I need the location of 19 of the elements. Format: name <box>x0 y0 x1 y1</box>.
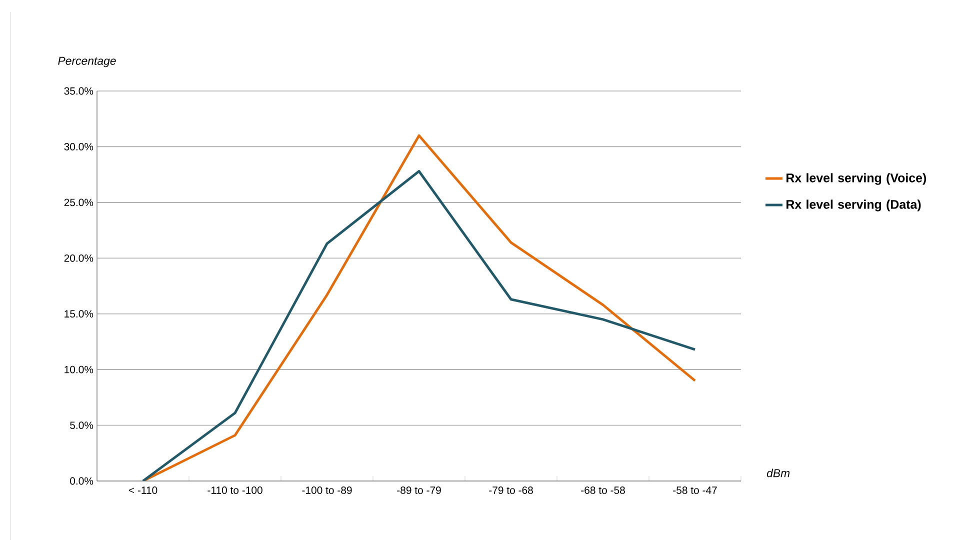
x-tick-label: < -110 <box>128 486 158 494</box>
x-tick-label: -89 to -79 <box>397 486 441 494</box>
x-axis-title: dBm <box>766 468 790 478</box>
x-tick-label: -79 to -68 <box>489 486 533 494</box>
y-tick-label: 30.0% <box>64 143 94 150</box>
y-tick-label: 20.0% <box>64 254 94 262</box>
y-axis-title: Percentage <box>58 56 116 68</box>
y-tick-label: 5.0% <box>70 422 94 429</box>
y-tick-label: 0.0% <box>70 477 94 485</box>
y-tick-label: 35.0% <box>64 87 94 95</box>
x-tick-label: -110 to -100 <box>208 486 262 494</box>
y-tick-label: 15.0% <box>64 310 94 318</box>
x-tick-label: -58 to -47 <box>673 486 717 494</box>
legend-label: Rx level serving (Voice) <box>786 173 926 185</box>
y-tick-label: 10.0% <box>64 366 94 374</box>
legend-label: Rx level serving (Data) <box>786 200 921 212</box>
y-tick-label: 25.0% <box>64 198 94 206</box>
x-tick-label: -100 to -89 <box>302 486 352 494</box>
x-tick-label: -68 to -58 <box>581 486 625 494</box>
